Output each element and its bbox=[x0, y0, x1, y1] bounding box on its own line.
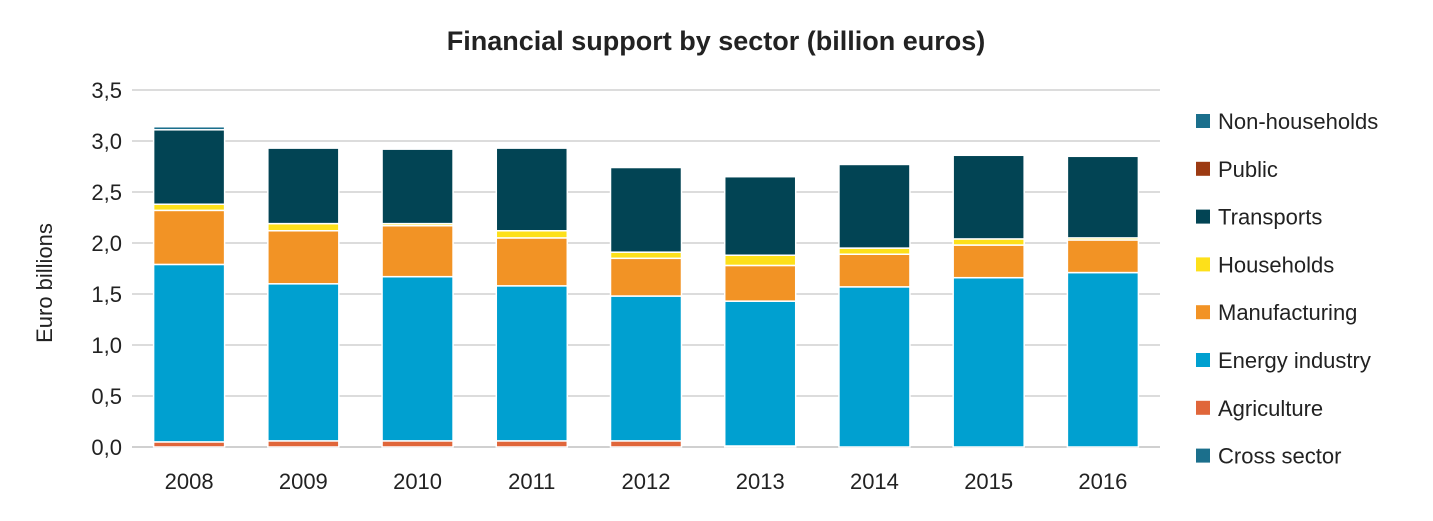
x-tick-label: 2016 bbox=[1078, 469, 1127, 494]
legend-swatch bbox=[1196, 209, 1210, 224]
bar-segment-agriculture bbox=[267, 440, 340, 448]
bar-segment-manufacturing bbox=[609, 257, 683, 297]
legend-swatch bbox=[1196, 305, 1210, 320]
legend-swatch bbox=[1196, 257, 1210, 272]
bar-segment-households bbox=[838, 247, 911, 255]
bar-segment-energy-industry bbox=[723, 300, 797, 447]
bar-segment-households bbox=[609, 251, 683, 260]
bar-segment-households bbox=[495, 230, 569, 239]
y-tick-label: 2,0 bbox=[91, 231, 122, 256]
bar-segment-transports bbox=[838, 163, 911, 249]
bar-segment-energy-industry bbox=[495, 285, 569, 442]
bar-segment-energy-industry bbox=[1066, 271, 1140, 448]
bar-segment-energy-industry bbox=[838, 286, 911, 448]
bar-segment-transports bbox=[495, 147, 569, 232]
bar-segment-energy-industry bbox=[609, 295, 683, 442]
bar-segment-households bbox=[952, 238, 1025, 246]
y-tick-label: 0,0 bbox=[91, 435, 122, 460]
bar-segment-manufacturing bbox=[838, 253, 911, 288]
y-axis-label: Euro billions bbox=[32, 223, 57, 343]
bar-segment-transports bbox=[723, 175, 797, 256]
legend-label: Energy industry bbox=[1218, 348, 1371, 373]
bar-segment-transports bbox=[952, 154, 1025, 240]
bar-segment-energy-industry bbox=[952, 276, 1025, 448]
x-tick-label: 2015 bbox=[964, 469, 1013, 494]
y-tick-label: 0,5 bbox=[91, 384, 122, 409]
x-tick-label: 2008 bbox=[165, 469, 214, 494]
x-tick-label: 2013 bbox=[736, 469, 785, 494]
bar-segment-transports bbox=[609, 166, 683, 253]
bar-segment-non-households bbox=[152, 125, 226, 131]
bar-segment-agriculture bbox=[609, 440, 683, 448]
bar-segment-transports bbox=[1066, 155, 1140, 239]
bar-segment-agriculture bbox=[381, 440, 454, 448]
x-tick-label: 2012 bbox=[622, 469, 671, 494]
bar-segment-manufacturing bbox=[1066, 239, 1140, 274]
bar-segment-households bbox=[152, 203, 226, 212]
legend-label: Agriculture bbox=[1218, 396, 1323, 421]
bar-segment-transports bbox=[381, 148, 454, 225]
y-tick-label: 3,0 bbox=[91, 129, 122, 154]
y-tick-label: 1,0 bbox=[91, 333, 122, 358]
bar-segment-transports bbox=[267, 147, 340, 225]
bar-segment-manufacturing bbox=[381, 224, 454, 278]
bar-segment-manufacturing bbox=[152, 209, 226, 266]
bar-segment-manufacturing bbox=[267, 230, 340, 285]
legend-swatch bbox=[1196, 114, 1210, 128]
legend-swatch bbox=[1196, 400, 1210, 415]
bar-segment-agriculture bbox=[152, 441, 226, 448]
bar-segment-households bbox=[723, 254, 797, 267]
bar-segment-energy-industry bbox=[152, 263, 226, 443]
chart-title: Financial support by sector (billion eur… bbox=[447, 26, 986, 56]
legend-label: Non-households bbox=[1218, 109, 1378, 134]
x-tick-label: 2011 bbox=[508, 469, 555, 494]
y-tick-label: 1,5 bbox=[91, 282, 122, 307]
bar-segment-energy-industry bbox=[267, 283, 340, 442]
bar-segment-transports bbox=[152, 129, 226, 205]
bar-segment-manufacturing bbox=[952, 244, 1025, 279]
bar-segment-manufacturing bbox=[723, 264, 797, 302]
y-tick-label: 2,5 bbox=[91, 180, 122, 205]
x-tick-label: 2009 bbox=[279, 469, 328, 494]
legend-label: Transports bbox=[1218, 205, 1322, 230]
x-tick-label: 2010 bbox=[393, 469, 442, 494]
bar-segment-households bbox=[267, 222, 340, 232]
bar-segment-manufacturing bbox=[495, 237, 569, 287]
bar-segment-agriculture bbox=[495, 440, 569, 448]
legend-label: Cross sector bbox=[1218, 444, 1341, 469]
legend-swatch bbox=[1196, 161, 1210, 176]
bar-segment-energy-industry bbox=[381, 275, 454, 442]
legend-label: Households bbox=[1218, 252, 1334, 277]
legend-label: Public bbox=[1218, 157, 1278, 182]
legend-label: Manufacturing bbox=[1218, 300, 1357, 325]
legend-swatch bbox=[1196, 448, 1210, 463]
x-tick-label: 2014 bbox=[850, 469, 899, 494]
legend-swatch bbox=[1196, 353, 1210, 367]
y-tick-label: 3,5 bbox=[91, 78, 122, 103]
